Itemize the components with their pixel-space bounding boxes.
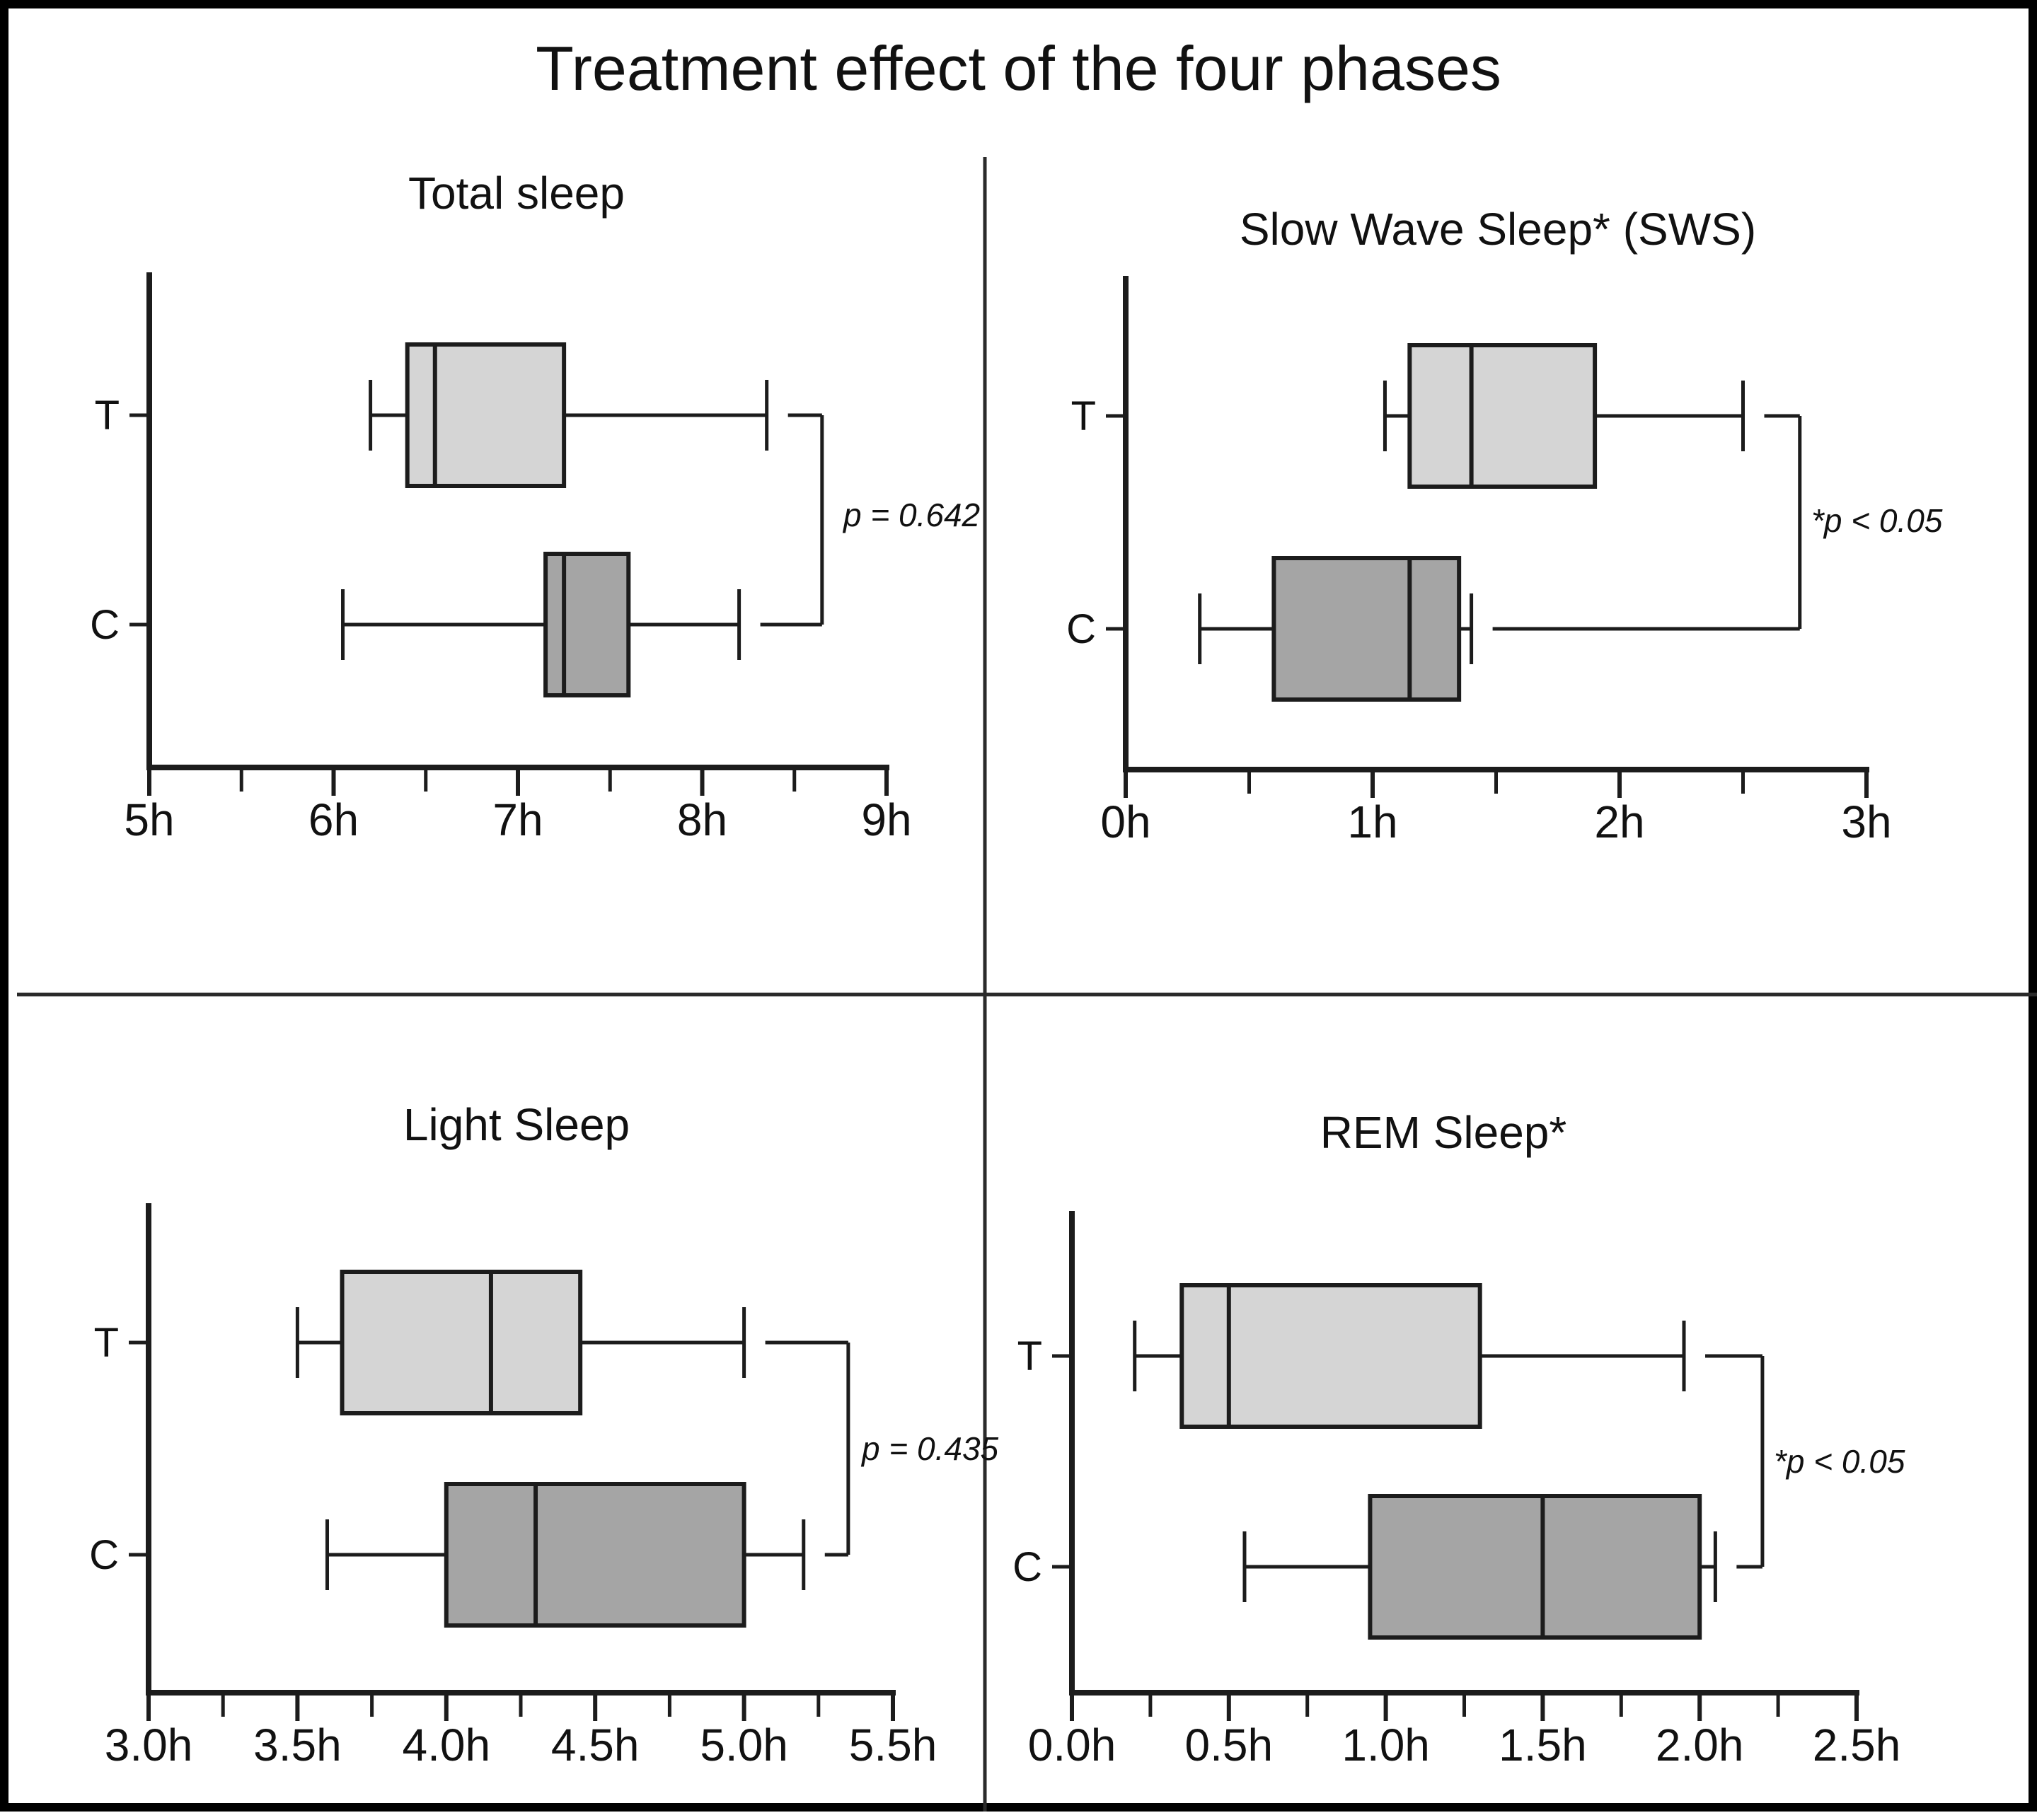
x-tick-label: 9h (861, 794, 911, 845)
boxplot-row-T: T (1017, 1283, 1686, 1429)
significance-bracket (1492, 414, 1802, 631)
boxplot-row-T: T (94, 1270, 746, 1415)
figure-title: Treatment effect of the four phases (536, 33, 1501, 103)
x-tick-label: 3.0h (105, 1720, 193, 1770)
x-tick-label: 3h (1841, 796, 1891, 847)
group-label: T (1071, 393, 1096, 439)
panel-title: Slow Wave Sleep* (SWS) (1240, 204, 1756, 255)
group-label: T (94, 1320, 119, 1366)
x-tick-label: 1.5h (1499, 1720, 1587, 1770)
x-tick-label: 4.0h (403, 1720, 491, 1770)
group-label: C (1012, 1544, 1042, 1590)
boxplot-row-C: C (1066, 556, 1474, 702)
iqr-box-C (444, 1482, 746, 1628)
group-label: C (1066, 606, 1096, 652)
boxplot-row-C: C (89, 1482, 806, 1628)
p-value-label: *p < 0.05 (1774, 1443, 1905, 1480)
p-value-label: p = 0.435 (860, 1430, 999, 1467)
boxplot-row-C: C (1012, 1494, 1717, 1640)
boxplot-row-T: T (95, 342, 769, 488)
panels-group: Total sleep 5h 6h 7h 8h 9h T Cp = 0.642 Slow Wav… (89, 168, 1943, 1770)
group-label: T (95, 393, 120, 439)
x-tick-label: 6h (308, 794, 359, 845)
boxplot-row-T: T (1071, 343, 1745, 489)
iqr-box-C (543, 552, 631, 697)
x-tick-label: 5h (124, 794, 174, 845)
significance-bracket (760, 413, 824, 627)
panel-3: Light Sleep 3.0h 3.5h 4.0h 4.5h 5.0h 5.5h T Cp =… (89, 1099, 998, 1770)
p-value-label: *p < 0.05 (1811, 502, 1943, 539)
x-tick-label: 4.5h (551, 1720, 640, 1770)
iqr-box-C (1368, 1494, 1702, 1640)
group-label: C (89, 1532, 119, 1578)
x-tick-label: 0.0h (1028, 1720, 1116, 1770)
panel-4: REM Sleep* 0.0h 0.5h 1.0h 1.5h 2.0h 2.5h T C *p <… (1012, 1107, 1905, 1770)
x-tick-label: 5.0h (700, 1720, 788, 1770)
iqr-box-T (1179, 1283, 1482, 1429)
x-tick-label: 0h (1100, 796, 1150, 847)
x-tick-label: 2h (1594, 796, 1644, 847)
boxplot-row-C: C (90, 552, 741, 697)
panel-1: Total sleep 5h 6h 7h 8h 9h T Cp = 0.642 (90, 168, 980, 845)
x-tick-label: 1h (1347, 796, 1397, 847)
significance-bracket (765, 1340, 850, 1557)
group-label: C (90, 602, 120, 648)
x-tick-label: 2.5h (1813, 1720, 1901, 1770)
panel-title: Total sleep (408, 168, 625, 219)
x-tick-label: 5.5h (849, 1720, 937, 1770)
iqr-box-T (1407, 343, 1598, 489)
iqr-box-T (405, 342, 567, 488)
x-tick-label: 1.0h (1341, 1720, 1430, 1770)
x-tick-label: 2.0h (1656, 1720, 1744, 1770)
panel-2: Slow Wave Sleep* (SWS) 0h 1h 2h 3h T C *p < 0.0… (1066, 204, 1943, 847)
iqr-box-C (1271, 556, 1462, 702)
significance-bracket (1705, 1354, 1765, 1569)
p-value-label: p = 0.642 (842, 497, 980, 533)
panel-title: REM Sleep* (1320, 1107, 1567, 1158)
iqr-box-T (340, 1270, 583, 1415)
group-label: T (1017, 1333, 1042, 1379)
panel-title: Light Sleep (403, 1099, 630, 1150)
x-tick-label: 3.5h (253, 1720, 342, 1770)
boxplot-canvas: Total sleep 5h 6h 7h 8h 9h T Cp = 0.642 Slow Wav… (17, 157, 2037, 1812)
x-tick-label: 0.5h (1185, 1720, 1274, 1770)
x-tick-label: 8h (677, 794, 727, 845)
x-tick-label: 7h (492, 794, 543, 845)
